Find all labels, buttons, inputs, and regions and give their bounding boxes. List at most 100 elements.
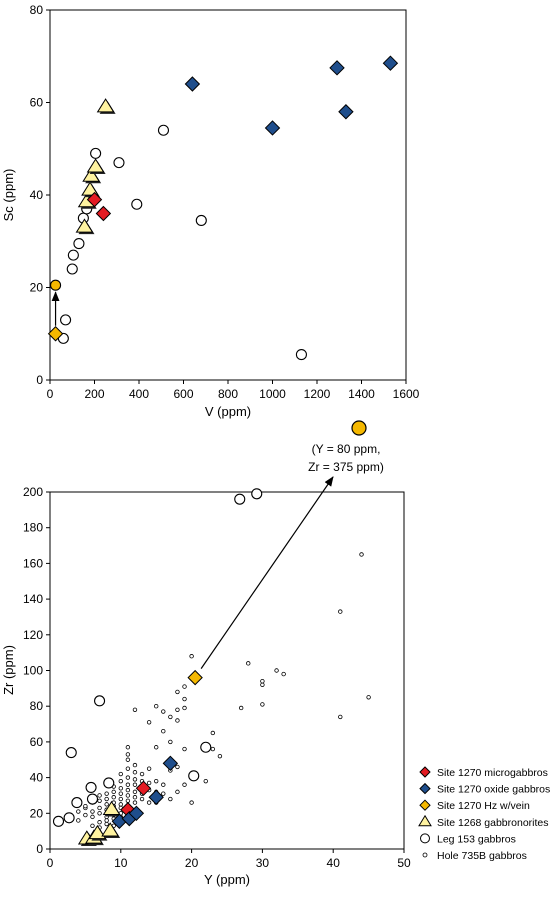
legend: Site 1270 microgabbros Site 1270 oxide ga… — [418, 766, 550, 862]
hole-735b-gabbros-point — [175, 689, 180, 695]
sc-vs-v-chart: 0 200 400 600 800 1000 1200 1400 1600 0 20 40 60 80 V… — [1, 3, 420, 419]
hole-735b-gabbros-point — [153, 745, 159, 750]
hole-735b-gabbros-point — [260, 682, 265, 687]
hole-735b-gabbros-point — [182, 782, 187, 787]
hole-735b-gabbros-point — [182, 684, 187, 689]
site-1270-oxide-gabbros-point — [329, 60, 345, 76]
x-tick-label: 50 — [397, 856, 411, 870]
x-tick-label: 40 — [327, 856, 341, 870]
hole-735b-gabbros-point — [132, 795, 138, 800]
hole-735b-gabbros-point — [182, 746, 187, 752]
x-tick-label: 400 — [129, 387, 149, 401]
y-tick-label: 80 — [30, 699, 44, 713]
hole-735b-gabbros-point — [281, 671, 286, 677]
site-1270-oxide-gabbros-point — [184, 76, 201, 92]
hole-735b-gabbros-point — [139, 771, 145, 777]
x-tick-label: 800 — [218, 387, 238, 401]
x-axis-label: V (ppm) — [205, 404, 251, 419]
y-tick-label: 20 — [30, 281, 44, 295]
hole-735b-gabbros-point — [125, 782, 131, 787]
hole-735b-gabbros-point — [175, 789, 180, 795]
hole-735b-gabbros-point — [76, 818, 81, 823]
hole-735b-gabbros-point — [189, 654, 194, 659]
leg-153-gabbros-point — [52, 815, 65, 827]
y-tick-label: 20 — [30, 806, 44, 820]
off-chart-annotation: (Y = 80 ppm, Zr = 375 ppm) — [308, 420, 384, 474]
hole-735b-gabbros-point — [118, 771, 123, 777]
leg-153-gabbros-point — [188, 770, 200, 782]
hole-735b-gabbros-point — [125, 757, 131, 762]
hole-735b-gabbros-point — [146, 720, 152, 725]
hole-735b-gabbros-point — [338, 609, 343, 614]
x-tick-label: 0 — [47, 856, 54, 870]
leg-153-gabbros-point — [94, 695, 106, 707]
legend-marker-site-1270-oxide-gabbros — [419, 782, 431, 795]
plot-frame — [49, 491, 405, 850]
hole-735b-gabbros-point — [125, 752, 131, 757]
hole-735b-gabbros-point — [125, 775, 131, 780]
x-axis-label: Y (ppm) — [204, 872, 250, 887]
hole-735b-gabbros-point — [260, 679, 265, 684]
site-1270-oxide-gabbros-point — [148, 789, 164, 805]
leg-153-gabbros-point — [90, 147, 102, 159]
hole-735b-gabbros-point — [125, 793, 131, 798]
legend-label-hole-735b-gabbros: Hole 735B gabbros — [437, 850, 527, 862]
hole-735b-gabbros-point — [210, 730, 216, 736]
site-1268-gabbronorites-point — [86, 158, 105, 173]
site-1270-oxide-gabbros-point — [128, 805, 145, 822]
y-tick-label: 100 — [23, 664, 43, 678]
legend-marker-site-1270-microgabbros — [419, 766, 431, 778]
hole-735b-gabbros-point — [90, 823, 95, 828]
hole-735b-gabbros-point — [246, 661, 251, 666]
hole-735b-gabbros-point — [76, 809, 81, 814]
legend-marker-site-1268-gabbronorites — [418, 814, 432, 827]
annotation-arrow — [200, 476, 334, 669]
leg-153-gabbros-point — [251, 488, 263, 500]
hole-735b-gabbros-point — [182, 696, 187, 702]
highlight-point — [50, 279, 62, 291]
hole-735b-gabbros-point — [104, 796, 109, 802]
legend-label-leg-153-gabbros: Leg 153 gabbros — [437, 833, 516, 845]
y-tick-label: 180 — [23, 521, 43, 535]
hole-735b-gabbros-point — [175, 707, 180, 712]
x-tick-label: 1600 — [393, 387, 420, 401]
leg-153-gabbros-point — [86, 793, 99, 805]
legend-label-site-1270-microgabbros: Site 1270 microgabbros — [437, 767, 548, 779]
hole-735b-gabbros-point — [168, 796, 173, 802]
hole-735b-gabbros-point — [161, 791, 166, 796]
leg-153-gabbros-point — [63, 812, 75, 824]
zr-vs-y-chart: 0 10 20 30 40 50 0 20 40 60 80 100 120 140 160 180 200 Y… — [1, 476, 411, 887]
leg-153-gabbros-point — [71, 797, 83, 809]
hole-735b-gabbros-point — [97, 805, 102, 811]
site-1270-hz-w-vein-point — [47, 326, 64, 342]
hole-735b-gabbros-point — [238, 705, 244, 711]
leg-153-gabbros-point — [200, 741, 212, 753]
site-1268-gabbronorites-point — [75, 218, 94, 233]
hole-735b-gabbros-point — [104, 821, 109, 827]
hole-735b-gabbros-point — [182, 705, 187, 711]
hole-735b-gabbros-point — [125, 745, 131, 750]
y-tick-label: 0 — [36, 373, 43, 387]
site-1270-microgabbros-point — [135, 780, 152, 797]
hole-735b-gabbros-point — [125, 766, 131, 771]
site-1268-gabbronorites-point — [88, 824, 107, 840]
hole-735b-gabbros-point — [97, 811, 102, 816]
hole-735b-gabbros-point — [118, 802, 123, 807]
hole-735b-gabbros-point — [90, 814, 95, 820]
hole-735b-gabbros-point — [366, 695, 371, 700]
hole-735b-gabbros-point — [146, 766, 152, 771]
off-chart-label-line-2: Zr = 375 ppm) — [308, 460, 384, 474]
x-tick-label: 600 — [173, 387, 193, 401]
leg-153-gabbros-point — [195, 214, 207, 226]
leg-153-gabbros-point — [73, 238, 85, 250]
leg-153-gabbros-point — [131, 198, 143, 210]
y-tick-label: 60 — [30, 735, 44, 749]
hole-735b-gabbros-point — [338, 714, 343, 720]
legend-label-site-1268-gabbronorites: Site 1268 gabbronorites — [437, 817, 549, 829]
y-axis-label: Sc (ppm) — [1, 169, 16, 222]
hole-735b-gabbros-point — [132, 762, 138, 768]
hole-735b-gabbros-point — [161, 709, 166, 714]
x-tick-label: 30 — [256, 856, 270, 870]
x-tick-label: 20 — [185, 856, 199, 870]
site-1270-microgabbros-point — [95, 205, 112, 222]
